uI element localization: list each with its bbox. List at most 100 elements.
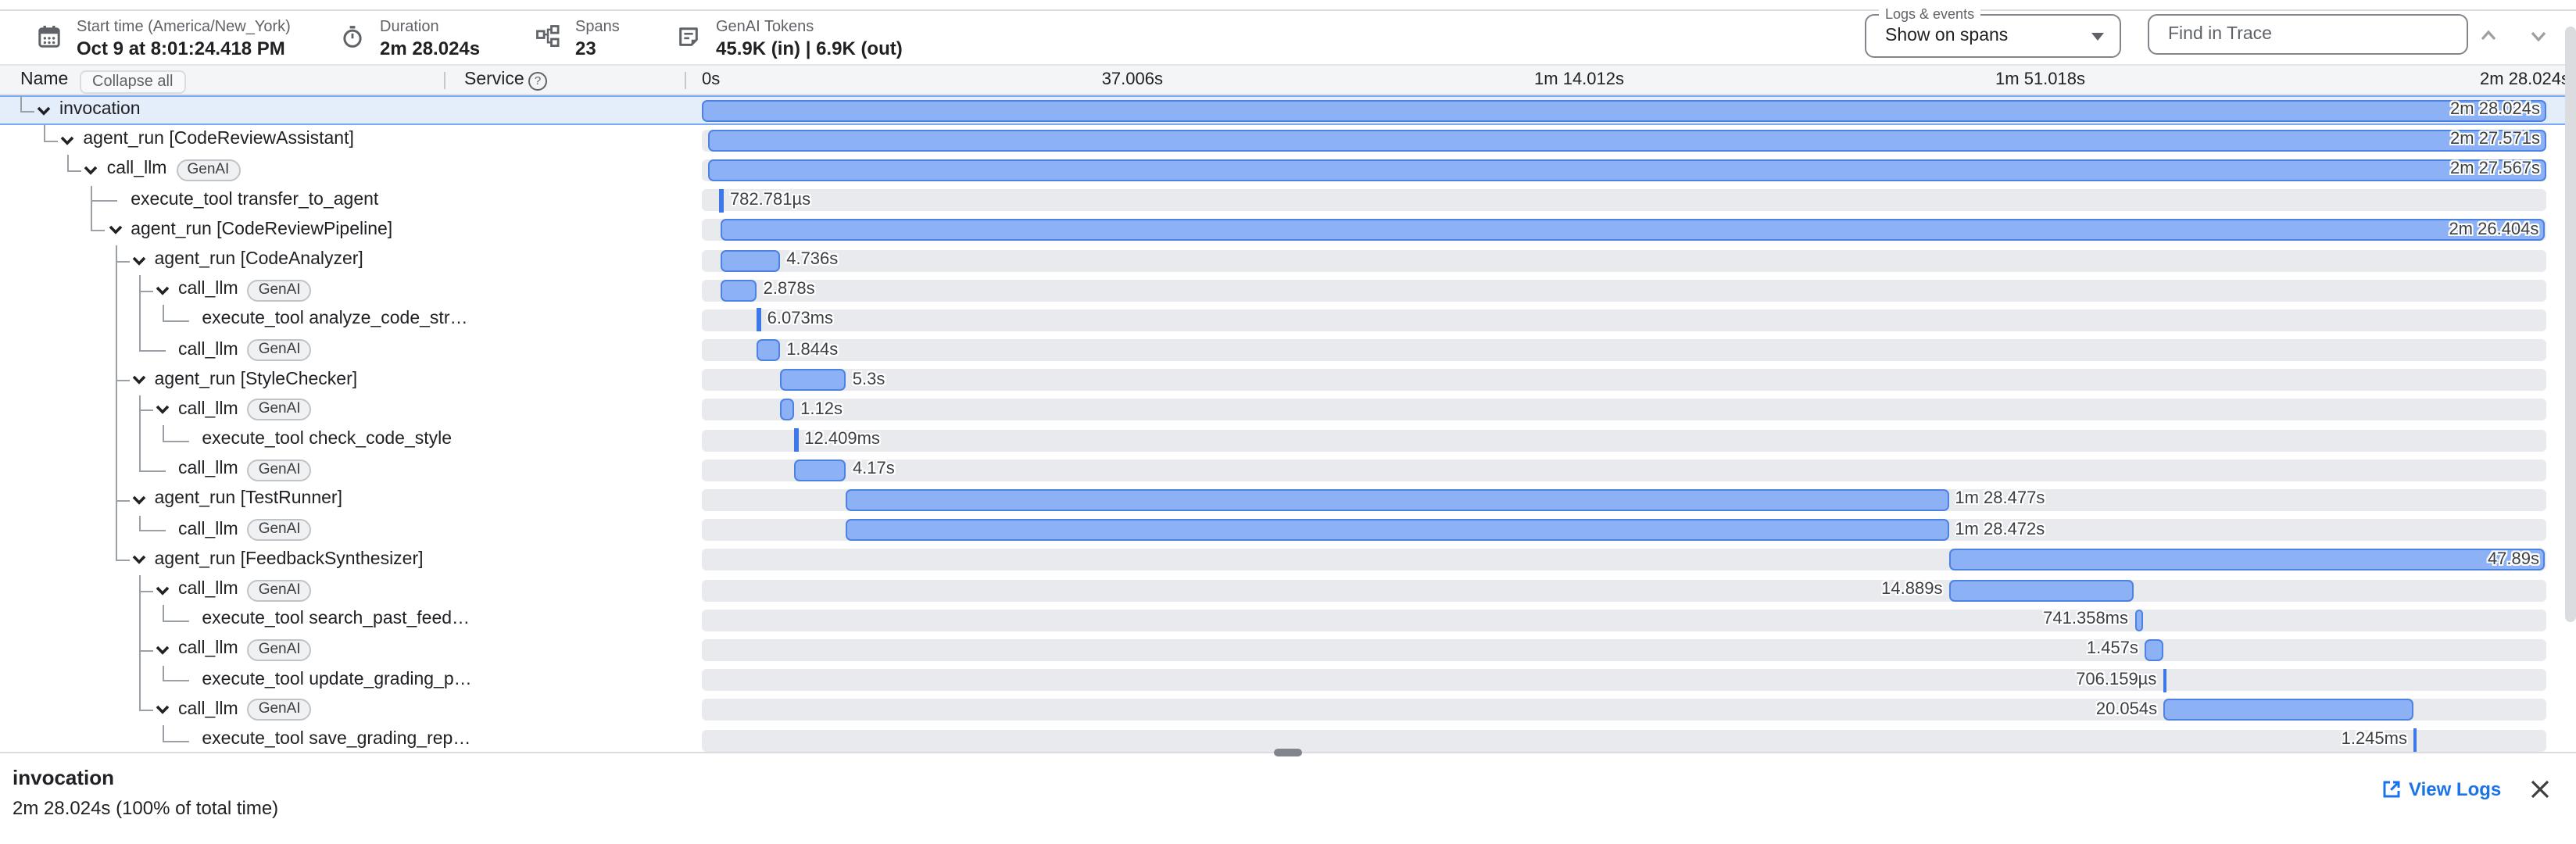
service-help-icon[interactable]: ? bbox=[528, 72, 547, 91]
span-bar[interactable] bbox=[2144, 638, 2163, 661]
span-bar[interactable] bbox=[2413, 728, 2417, 752]
expand-chevron-icon[interactable] bbox=[155, 404, 170, 417]
span-duration-label: 1.245ms bbox=[2341, 729, 2407, 749]
span-bar[interactable] bbox=[794, 459, 846, 481]
span-bar[interactable] bbox=[719, 188, 724, 213]
collapse-all-button[interactable]: Collapse all bbox=[80, 70, 186, 94]
view-logs-label: View Logs bbox=[2409, 778, 2502, 800]
span-row[interactable]: execute_tool transfer_to_agent 782.781µs bbox=[0, 185, 2576, 216]
span-row[interactable]: agent_run [StyleChecker] 5.3s bbox=[0, 365, 2576, 395]
genai-chip: GenAI bbox=[247, 339, 312, 362]
span-bar[interactable] bbox=[1948, 549, 2546, 571]
span-bar[interactable] bbox=[2163, 668, 2167, 692]
span-bar[interactable] bbox=[780, 369, 846, 392]
span-row[interactable]: agent_run [TestRunner] 1m 28.477s bbox=[0, 485, 2576, 516]
span-row[interactable]: call_llm GenAI 1.844s bbox=[0, 335, 2576, 366]
span-duration-label: 1.12s bbox=[800, 399, 843, 419]
timeline-track bbox=[702, 459, 2546, 481]
span-bar[interactable] bbox=[1948, 579, 2134, 602]
span-row[interactable]: agent_run [CodeAnalyzer] 4.736s bbox=[0, 245, 2576, 276]
span-duration-label: 47.89s bbox=[2487, 549, 2539, 569]
timeline-tick-label: 0s bbox=[702, 70, 721, 89]
expand-chevron-icon[interactable] bbox=[155, 284, 170, 296]
span-row[interactable]: call_llm GenAI 1.12s bbox=[0, 395, 2576, 426]
timeline-tick-label: 1m 51.018s bbox=[1995, 70, 2085, 89]
span-bar[interactable] bbox=[707, 159, 2546, 181]
tree-connector bbox=[138, 710, 153, 712]
span-bar[interactable] bbox=[757, 308, 761, 332]
span-row[interactable]: call_llm GenAI 2.878s bbox=[0, 275, 2576, 306]
view-logs-link[interactable]: View Logs bbox=[2382, 778, 2501, 800]
span-bar[interactable] bbox=[846, 489, 1949, 512]
expand-chevron-icon[interactable] bbox=[84, 164, 99, 177]
span-name: execute_tool check_code_style bbox=[202, 430, 453, 449]
timeline-track bbox=[702, 189, 2546, 212]
expand-chevron-icon[interactable] bbox=[155, 704, 170, 717]
tree-connector bbox=[138, 290, 153, 292]
span-row[interactable]: call_llm GenAI 4.17s bbox=[0, 455, 2576, 485]
span-row[interactable]: call_llm GenAI 1.457s bbox=[0, 635, 2576, 666]
expand-chevron-icon[interactable] bbox=[131, 254, 147, 266]
span-bar[interactable] bbox=[757, 339, 781, 362]
genai-chip: GenAI bbox=[247, 638, 312, 661]
span-row[interactable]: execute_tool search_past_feed… 741.358ms bbox=[0, 605, 2576, 635]
span-row[interactable]: call_llm GenAI 14.889s bbox=[0, 575, 2576, 606]
tree-guide-line bbox=[138, 605, 141, 635]
timeline-track bbox=[702, 579, 2546, 602]
expand-chevron-icon[interactable] bbox=[107, 224, 123, 237]
span-bar[interactable] bbox=[794, 428, 799, 452]
detail-span-title: invocation bbox=[13, 766, 115, 789]
find-previous-chevron-up-icon[interactable] bbox=[2478, 25, 2499, 47]
expand-chevron-icon[interactable] bbox=[131, 374, 147, 387]
span-row[interactable]: call_llm GenAI 1m 28.472s bbox=[0, 515, 2576, 545]
span-bar[interactable] bbox=[846, 519, 1949, 542]
span-row[interactable]: agent_run [CodeReviewAssistant] 2m 27.571… bbox=[0, 125, 2576, 155]
column-divider bbox=[685, 72, 686, 89]
span-row[interactable]: execute_tool update_grading_p… 706.159µs bbox=[0, 665, 2576, 696]
span-row[interactable]: invocation 2m 28.024s bbox=[0, 95, 2576, 126]
span-row[interactable]: call_llm GenAI 20.054s bbox=[0, 695, 2576, 725]
detail-span-duration: 2m 28.024s (100% of total time) bbox=[13, 797, 279, 819]
timeline-track bbox=[702, 369, 2546, 392]
span-row[interactable]: execute_tool save_grading_rep… 1.245ms bbox=[0, 724, 2576, 752]
span-bar[interactable] bbox=[702, 99, 2546, 122]
span-bar[interactable] bbox=[780, 399, 795, 421]
span-name: agent_run [FeedbackSynthesizer] bbox=[154, 549, 424, 569]
span-row[interactable]: agent_run [FeedbackSynthesizer] 47.89s bbox=[0, 545, 2576, 575]
tree-guide-line bbox=[115, 455, 117, 485]
span-bar[interactable] bbox=[707, 129, 2546, 152]
expand-chevron-icon[interactable] bbox=[131, 494, 147, 506]
find-in-trace-input[interactable] bbox=[2149, 16, 2504, 53]
span-row[interactable]: agent_run [CodeReviewPipeline] 2m 26.404s bbox=[0, 215, 2576, 245]
span-bar[interactable] bbox=[721, 249, 781, 272]
timeline-track bbox=[702, 429, 2546, 452]
expand-chevron-icon[interactable] bbox=[36, 104, 52, 116]
span-row[interactable]: execute_tool analyze_code_str… 6.073ms bbox=[0, 305, 2576, 335]
span-row[interactable]: call_llm GenAI 2m 27.567s bbox=[0, 155, 2576, 185]
logs-events-select[interactable]: Logs & events Show on spans bbox=[1865, 6, 2121, 58]
timeline-track bbox=[702, 609, 2546, 631]
tree-connector bbox=[138, 515, 141, 531]
tree-guide-line bbox=[138, 665, 141, 696]
span-duration-label: 2.878s bbox=[763, 280, 815, 299]
find-next-chevron-down-icon[interactable] bbox=[2528, 25, 2549, 47]
expand-chevron-icon[interactable] bbox=[59, 134, 75, 147]
span-row[interactable]: execute_tool check_code_style 12.409ms bbox=[0, 425, 2576, 456]
calendar-icon bbox=[38, 25, 60, 48]
span-bar[interactable] bbox=[2163, 699, 2413, 721]
duration-summary: Duration 2m 28.024s bbox=[341, 19, 480, 61]
tree-guide-line bbox=[115, 395, 117, 426]
tokens-summary: GenAI Tokens 45.9K (in) | 6.9K (out) bbox=[677, 19, 903, 61]
close-panel-icon[interactable] bbox=[2529, 778, 2551, 800]
span-bar[interactable] bbox=[2134, 609, 2144, 631]
vertical-scrollbar-thumb[interactable] bbox=[2565, 27, 2575, 622]
span-duration-label: 1m 28.477s bbox=[1955, 489, 2045, 509]
tree-connector bbox=[138, 649, 153, 652]
expand-chevron-icon[interactable] bbox=[155, 644, 170, 656]
expand-chevron-icon[interactable] bbox=[131, 554, 147, 567]
tree-connector bbox=[67, 170, 82, 172]
span-bar[interactable] bbox=[721, 219, 2546, 241]
span-bar[interactable] bbox=[721, 279, 757, 302]
panel-resize-handle[interactable] bbox=[1274, 749, 1302, 756]
expand-chevron-icon[interactable] bbox=[155, 584, 170, 596]
